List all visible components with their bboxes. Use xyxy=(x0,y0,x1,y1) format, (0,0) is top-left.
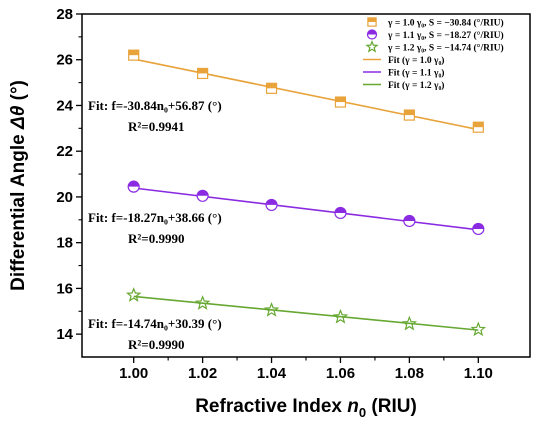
data-point xyxy=(127,180,140,193)
legend-label: Fit (γ = 1.1 γ₀) xyxy=(388,68,444,79)
data-point xyxy=(403,109,415,121)
legend-label: Fit (γ = 1.2 γ₀) xyxy=(388,80,444,91)
data-point xyxy=(265,198,278,212)
fit-line xyxy=(133,58,479,131)
y-tick-label: 28 xyxy=(56,6,73,23)
marker-fill xyxy=(403,215,415,221)
marker-fill xyxy=(266,83,277,89)
fit-equation: Fit: f=-30.84n₀+56.87 (°) xyxy=(88,98,222,113)
marker-fill xyxy=(472,223,484,229)
data-point xyxy=(265,82,278,94)
marker-fill xyxy=(473,122,484,128)
data-point xyxy=(196,189,209,202)
y-axis-title: Differential Angle Δθ (°) xyxy=(8,80,29,291)
marker-fill xyxy=(334,207,346,213)
x-axis-subscript: 0 xyxy=(359,405,366,420)
x-tick-label: 1.00 xyxy=(119,365,148,382)
marker-fill xyxy=(367,17,377,22)
y-axis-symbol: Δθ xyxy=(8,105,29,130)
data-point xyxy=(128,49,140,61)
legend-label: γ = 1.0 γ₀, S = −30.84 (°/RIU) xyxy=(387,18,504,29)
y-tick-label: 18 xyxy=(56,235,73,252)
data-point xyxy=(197,67,209,80)
plot-frame xyxy=(81,13,531,358)
annotations: Fit: f=-30.84n₀+56.87 (°) R²=0.9941 Fit: f… xyxy=(88,98,222,352)
y-tick-label: 24 xyxy=(56,97,73,114)
data-point xyxy=(472,222,485,236)
data-point xyxy=(334,206,347,220)
y-tick-label: 20 xyxy=(56,189,73,206)
fit-line xyxy=(133,187,479,231)
legend-label: γ = 1.1 γ₀, S = −18.27 (°/RIU) xyxy=(387,30,504,41)
y-axis-unit: (°) xyxy=(8,80,29,106)
legend-marker xyxy=(366,29,378,40)
x-tick-label: 1.04 xyxy=(257,365,287,382)
data-point xyxy=(125,287,142,302)
fit-line xyxy=(133,295,479,331)
x-axis-title: Refractive Index n0 (RIU) xyxy=(195,396,417,420)
legend-marker xyxy=(367,17,377,27)
marker-fill xyxy=(197,190,209,196)
data-point xyxy=(403,214,416,228)
marker-fill xyxy=(367,29,377,35)
fit-equation: Fit: f=-14.74n₀+30.39 (°) xyxy=(88,316,222,331)
data-point xyxy=(194,295,211,310)
x-tick-label: 1.08 xyxy=(395,365,424,382)
data-point xyxy=(472,121,484,133)
marker-fill xyxy=(128,181,140,187)
marker-fill xyxy=(266,199,278,205)
fit-r-squared: R²=0.9941 xyxy=(128,119,184,134)
x-axis-unit: (RIU) xyxy=(366,396,417,417)
fit-r-squared: R²=0.9990 xyxy=(128,337,184,352)
marker-fill xyxy=(335,97,346,103)
data-point xyxy=(263,301,280,317)
fit-r-squared: R²=0.9990 xyxy=(128,231,184,246)
marker-fill xyxy=(404,110,415,116)
marker-fill xyxy=(197,68,208,74)
data-point xyxy=(401,315,418,331)
legend-label: Fit (γ = 1.0 γ₀) xyxy=(388,55,444,66)
marker-fill xyxy=(128,50,139,56)
legend-label: γ = 1.2 γ₀, S = −14.74 (°/RIU) xyxy=(387,43,504,54)
x-tick-label: 1.06 xyxy=(326,365,355,382)
fit-equation: Fit: f=-18.27n₀+38.66 (°) xyxy=(88,210,222,225)
data-point xyxy=(470,321,487,337)
legend-marker xyxy=(365,40,379,53)
data-point xyxy=(334,96,347,108)
ticks-layer: 1.00 1.02 1.04 1.06 1.08 1.10 14 16 18 20 22 24 26 28 xyxy=(56,6,493,382)
y-tick-label: 16 xyxy=(56,280,73,297)
y-tick-label: 14 xyxy=(56,326,73,343)
data-point xyxy=(332,308,349,324)
y-tick-label: 22 xyxy=(56,143,73,160)
x-tick-label: 1.02 xyxy=(188,365,217,382)
x-axis-symbol: n xyxy=(347,396,359,417)
legend: γ = 1.0 γ₀, S = −30.84 (°/RIU)γ = 1.1 γ₀… xyxy=(363,17,504,91)
y-tick-label: 26 xyxy=(56,52,73,69)
x-tick-label: 1.10 xyxy=(464,365,493,382)
plot-layer xyxy=(125,49,487,337)
